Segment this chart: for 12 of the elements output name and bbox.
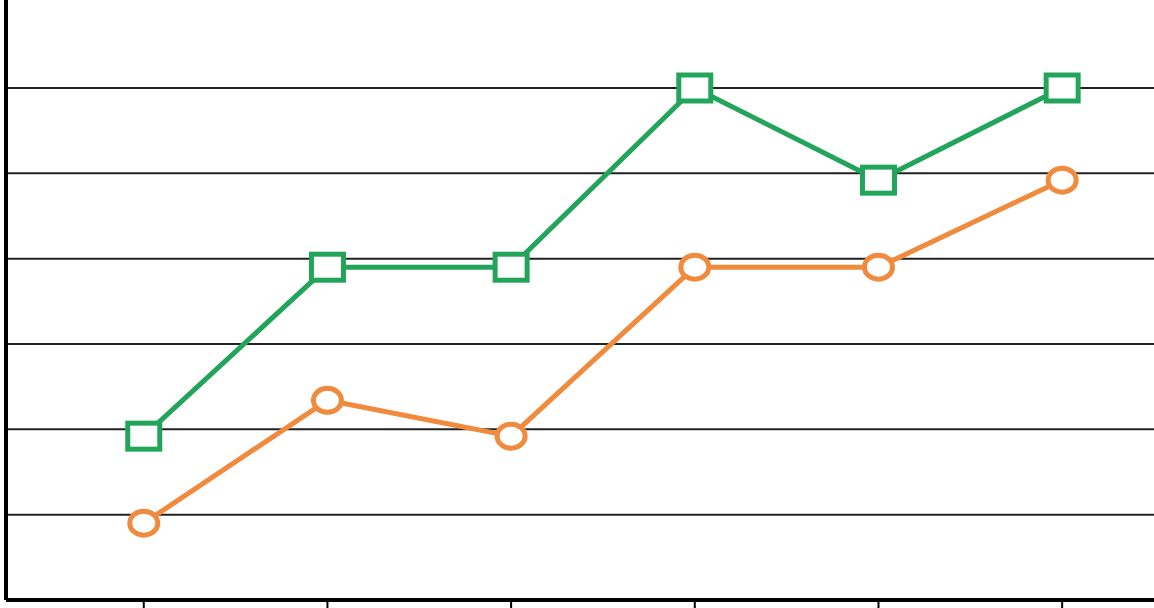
point [310, 385, 344, 415]
point [308, 251, 346, 283]
point [492, 251, 530, 283]
point [127, 508, 161, 538]
point [676, 72, 714, 104]
point [1045, 165, 1079, 195]
point [125, 420, 163, 452]
point [1043, 72, 1081, 104]
point [678, 252, 712, 282]
point [861, 252, 895, 282]
point [494, 421, 528, 451]
point [859, 164, 897, 196]
